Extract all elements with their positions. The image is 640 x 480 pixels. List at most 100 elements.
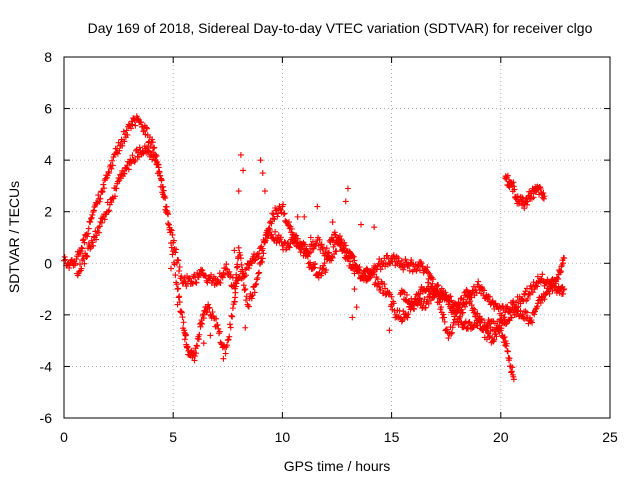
- x-tick-label: 0: [60, 429, 68, 445]
- interp-point: [494, 318, 501, 325]
- interp-point: [129, 152, 136, 159]
- data-point: [130, 115, 137, 122]
- data-point: [423, 268, 430, 275]
- interp-point: [251, 257, 258, 264]
- interp-point: [448, 330, 455, 337]
- interp-point: [339, 239, 346, 246]
- interp-point: [478, 315, 485, 322]
- data-point: [82, 252, 89, 259]
- interp-point: [173, 246, 180, 253]
- interp-point: [224, 337, 231, 344]
- interp-point: [240, 282, 247, 289]
- interp-point: [193, 279, 200, 286]
- data-point: [353, 304, 360, 311]
- data-point: [406, 262, 413, 269]
- data-point: [528, 286, 535, 293]
- interp-point: [384, 252, 391, 259]
- interp-point: [552, 280, 559, 287]
- series-track-c: [398, 271, 567, 321]
- interp-point: [150, 145, 157, 152]
- data-point: [336, 237, 343, 244]
- data-point: [301, 249, 308, 256]
- interp-point: [173, 281, 180, 288]
- interp-point: [462, 303, 469, 310]
- data-point: [196, 270, 203, 277]
- interp-point: [119, 142, 126, 149]
- interp-point: [172, 249, 179, 256]
- interp-point: [452, 308, 459, 315]
- x-tick-labels: 0 5 10 15 20 25: [60, 429, 618, 445]
- data-point: [388, 293, 395, 300]
- interp-point: [224, 342, 231, 349]
- interp-point: [152, 154, 158, 161]
- data-point: [441, 291, 448, 298]
- data-point: [351, 286, 358, 293]
- interp-point: [507, 309, 514, 316]
- interp-point: [226, 268, 233, 275]
- interp-point: [422, 304, 429, 311]
- interp-point: [391, 307, 398, 314]
- interp-point: [441, 314, 448, 321]
- data-point: [432, 291, 439, 298]
- x-tick-label: 20: [493, 429, 509, 445]
- data-point: [401, 314, 408, 321]
- data-point: [329, 219, 336, 226]
- interp-point: [123, 127, 130, 134]
- data-point: [314, 203, 321, 210]
- data-point: [174, 301, 181, 308]
- data-point: [423, 298, 430, 305]
- interp-point: [475, 278, 482, 285]
- data-point: [467, 322, 474, 329]
- interp-point: [483, 325, 490, 332]
- interp-point: [229, 313, 236, 320]
- interp-point: [213, 315, 220, 322]
- data-point: [222, 350, 229, 357]
- interp-point: [134, 115, 141, 122]
- data-point: [344, 185, 351, 192]
- interp-point: [534, 283, 541, 290]
- data-point: [69, 260, 76, 267]
- data-point: [449, 309, 456, 316]
- interp-point: [376, 284, 383, 291]
- interp-point: [108, 165, 115, 172]
- interp-point: [449, 324, 456, 331]
- interp-point: [254, 274, 261, 281]
- interp-point: [99, 188, 106, 195]
- interp-point: [162, 203, 169, 210]
- interp-point: [109, 162, 116, 169]
- data-point: [327, 255, 334, 262]
- data-point: [143, 144, 150, 151]
- interp-point: [274, 213, 281, 220]
- interp-point: [425, 279, 431, 286]
- data-point: [126, 159, 133, 166]
- data-point: [493, 324, 500, 331]
- data-point: [279, 203, 286, 210]
- interp-point: [193, 350, 200, 357]
- data-point: [534, 185, 541, 192]
- interp-point: [253, 276, 260, 283]
- interp-point: [530, 279, 537, 286]
- data-point: [502, 317, 509, 324]
- data-point: [74, 270, 81, 277]
- data-point: [161, 193, 168, 200]
- interp-point: [143, 125, 150, 132]
- y-tick-label: 2: [44, 204, 52, 220]
- interp-point: [85, 230, 92, 237]
- data-point: [200, 340, 207, 347]
- chart-title: Day 169 of 2018, Sidereal Day-to-day VTE…: [88, 20, 593, 36]
- interp-point: [164, 210, 171, 217]
- data-point: [178, 275, 185, 282]
- data-point: [207, 332, 214, 339]
- data-point: [541, 193, 548, 200]
- data-point: [386, 327, 393, 334]
- data-point: [519, 311, 526, 318]
- data-point: [117, 175, 124, 182]
- interp-point: [403, 291, 410, 298]
- data-point: [139, 123, 146, 130]
- interp-point: [434, 287, 441, 294]
- interp-point: [531, 311, 538, 318]
- interp-point: [420, 300, 427, 307]
- interp-point: [155, 164, 162, 171]
- interp-point: [78, 265, 85, 272]
- data-point: [504, 347, 511, 354]
